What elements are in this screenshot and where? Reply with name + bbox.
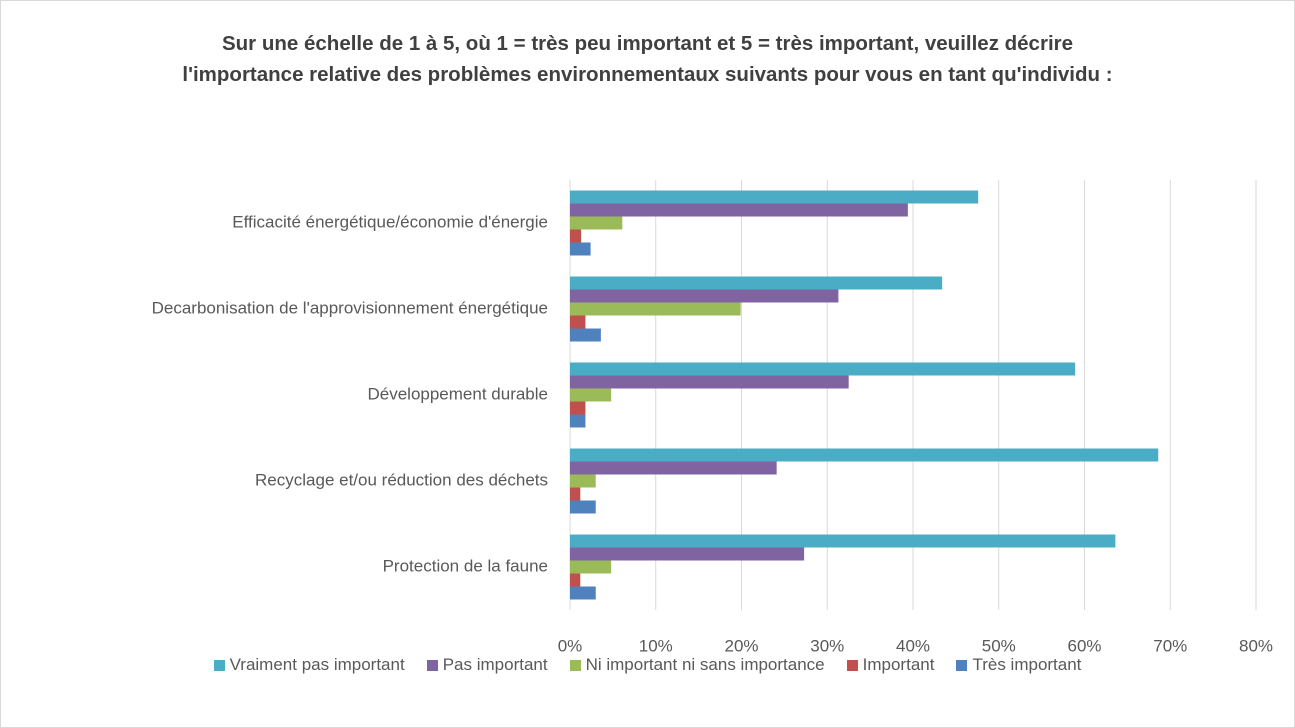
legend-swatch [846, 659, 858, 671]
bar [570, 302, 741, 316]
bar [570, 500, 596, 514]
x-tick-label: 50% [982, 636, 1016, 655]
bar [570, 328, 601, 342]
legend-label: Pas important [442, 655, 548, 674]
bar [570, 414, 586, 428]
legend-label: Vraiment pas important [229, 655, 405, 674]
bar [570, 315, 586, 329]
legend-item: Ni important ni sans importance [569, 655, 825, 675]
bar [570, 388, 612, 402]
bar [570, 474, 596, 488]
bar [570, 362, 1076, 376]
x-tick-label: 40% [896, 636, 930, 655]
bar [570, 375, 849, 389]
x-tick-label: 0% [558, 636, 583, 655]
bar [570, 242, 591, 256]
bar [570, 448, 1159, 462]
legend-item: Pas important [426, 655, 548, 675]
legend-swatch [569, 659, 581, 671]
legend-label: Très important [972, 655, 1082, 674]
legend-label: Ni important ni sans importance [585, 655, 825, 674]
bar [570, 229, 582, 243]
y-tick-label: Decarbonisation de l'approvisionnement é… [152, 298, 548, 317]
legend-item: Très important [956, 655, 1081, 675]
x-tick-label: 70% [1153, 636, 1187, 655]
x-tick-label: 30% [810, 636, 844, 655]
chart-title: Sur une échelle de 1 à 5, où 1 = très pe… [182, 32, 1113, 86]
bar [570, 401, 586, 415]
x-tick-label: 60% [1067, 636, 1101, 655]
y-tick-label: Recyclage et/ou réduction des déchets [255, 470, 548, 489]
bar [570, 216, 623, 230]
y-tick-label: Efficacité énergétique/économie d'énergi… [232, 212, 548, 231]
bar [570, 203, 908, 217]
legend-swatch [213, 659, 225, 671]
bar [570, 534, 1116, 548]
x-tick-label: 80% [1239, 636, 1273, 655]
bar [570, 547, 805, 561]
y-tick-label: Protection de la faune [383, 556, 548, 575]
bar [570, 560, 612, 574]
bar [570, 461, 777, 475]
y-tick-label: Développement durable [367, 384, 548, 403]
legend: Vraiment pas important Pas important Ni im… [0, 655, 1295, 675]
bar [570, 190, 979, 204]
legend-label: Important [862, 655, 935, 674]
bar [570, 573, 581, 587]
bar [570, 289, 839, 303]
legend-item: Important [846, 655, 935, 675]
bar [570, 487, 581, 501]
bar [570, 276, 943, 290]
legend-item: Vraiment pas important [213, 655, 405, 675]
legend-swatch [956, 659, 968, 671]
bar [570, 586, 596, 600]
legend-swatch [426, 659, 438, 671]
x-tick-label: 10% [639, 636, 673, 655]
x-tick-label: 20% [724, 636, 758, 655]
